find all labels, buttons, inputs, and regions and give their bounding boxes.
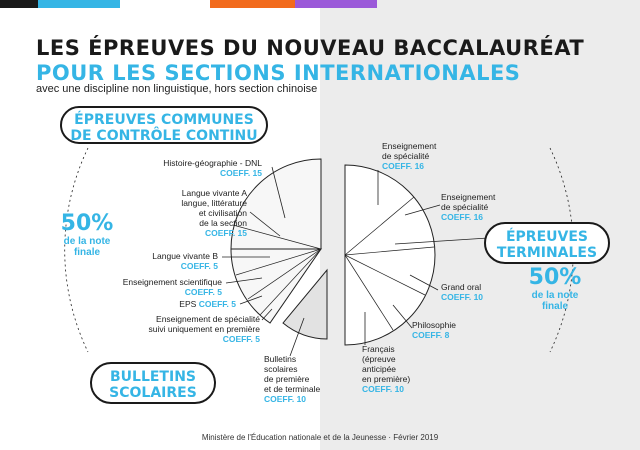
pct-right-line1: de la note [531, 290, 579, 301]
label-text: Enseignement [441, 192, 496, 202]
pill-terminales-line1: ÉPREUVES [505, 229, 589, 245]
label-text: de la section [199, 218, 247, 228]
label-text: Bulletins [264, 354, 297, 364]
label-histoire-geo: Histoire-géographie - DNL COEFF. 15 [120, 158, 262, 178]
left-divider-4 [247, 248, 322, 300]
leader-sci [225, 277, 263, 284]
pct-left-line1: de la note [63, 236, 111, 247]
right-divider-2 [344, 246, 435, 256]
left-dashed-arc [64, 147, 89, 353]
label-text: et de terminale [264, 384, 321, 394]
pill-cc-line1: ÉPREUVES COMMUNES [74, 112, 254, 128]
top-bar-purple [295, 0, 377, 8]
right-divider-4 [344, 254, 394, 331]
label-langue-vivante-a: Langue vivante A langue, littérature et … [120, 188, 247, 238]
pct-right-line2: finale [541, 301, 569, 312]
coef-badge: COEFF. 15 [219, 168, 262, 178]
label-text: Enseignement [382, 141, 437, 151]
footer-credit: Ministère de l'Éducation nationale et de… [201, 433, 439, 442]
subtitle: avec une discipline non linguistique, ho… [36, 83, 318, 95]
label-langue-vivante-b: Langue vivante B COEFF. 5 [100, 251, 218, 271]
leader-eps [239, 295, 263, 305]
label-text: de spécialité [382, 151, 430, 161]
coef-badge: COEFF. 5 [222, 334, 260, 344]
coef-badge: COEFF. 10 [264, 394, 307, 404]
pill-cc-line2: DE CONTRÔLE CONTINU [70, 128, 258, 144]
leader-histoire [271, 166, 286, 219]
pct-left: 50% de la note finale [48, 211, 126, 259]
coef-badge: COEFF. 16 [382, 161, 425, 171]
label-specialite-premiere: Enseignement de spécialité suivi uniquem… [120, 314, 260, 344]
label-francais: Français (épreuve anticipée en première)… [362, 344, 442, 394]
leader-spe-premiere [261, 308, 273, 321]
title-line-2: POUR LES SECTIONS INTERNATIONALES [36, 61, 521, 85]
label-text: Grand oral [441, 282, 482, 292]
left-divider-1 [232, 224, 322, 250]
leader-philo [392, 304, 413, 329]
right-semicircle [344, 164, 436, 346]
pill-controle-continu: ÉPREUVES COMMUNES DE CONTRÔLE CONTINU [60, 106, 268, 144]
pill-bulletins-line2: SCOLAIRES [109, 385, 197, 401]
coef-badge: COEFF. 10 [441, 292, 484, 302]
left-lower-wedge [230, 248, 322, 324]
left-divider-3 [235, 248, 322, 276]
label-text: en première) [362, 374, 411, 384]
label-text: et civilisation [198, 208, 247, 218]
right-divider-1 [344, 196, 415, 256]
label-text: Histoire-géographie - DNL [163, 158, 262, 168]
leader-spe-2 [404, 204, 441, 216]
label-text: Langue vivante A [181, 188, 247, 198]
leader-grand-oral [409, 274, 439, 291]
label-bulletins-scolaires: Bulletins scolaires de première et de te… [264, 354, 354, 404]
pct-left-value: 50% [60, 211, 114, 236]
label-text: scolaires [264, 364, 298, 374]
label-text: Enseignement de spécialité [156, 314, 260, 324]
leader-terminales [394, 237, 489, 245]
label-specialite-1: Enseignement de spécialité COEFF. 16 [382, 141, 472, 171]
label-text: suivi uniquement en première [148, 324, 260, 334]
label-eps: EPS COEFF. 5 [150, 299, 236, 309]
pill-bulletins-line1: BULLETINS [109, 369, 196, 385]
bulletins-slice [282, 268, 328, 340]
label-text: de première [264, 374, 310, 384]
pct-right-value: 50% [528, 265, 582, 290]
coef-badge: COEFF. 16 [441, 212, 484, 222]
label-text: Langue vivante B [152, 251, 218, 261]
left-divider-5 [259, 248, 322, 316]
label-specialite-2: Enseignement de spécialité COEFF. 16 [441, 192, 531, 222]
left-semicircle [230, 158, 322, 250]
coef-badge: COEFF. 10 [362, 384, 405, 394]
pct-left-line2: finale [73, 247, 101, 258]
top-bar-dark [0, 0, 38, 8]
label-philosophie: Philosophie COEFF. 8 [412, 320, 482, 340]
coef-badge: COEFF. 5 [180, 261, 218, 271]
label-text: de spécialité [441, 202, 489, 212]
pill-bulletins: BULLETINS SCOLAIRES [90, 362, 216, 404]
pill-terminales: ÉPREUVES TERMINALES [484, 222, 610, 264]
label-text: Philosophie [412, 320, 456, 330]
leader-lva [249, 211, 281, 237]
coef-badge: COEFF. 5 [198, 299, 236, 309]
label-enseignement-scientifique: Enseignement scientifique COEFF. 5 [100, 277, 222, 297]
pct-right: 50% de la note finale [516, 265, 594, 313]
label-text: (épreuve [362, 354, 396, 364]
label-text: langue, littérature [181, 198, 247, 208]
pill-terminales-line2: TERMINALES [496, 245, 598, 261]
leader-bulletins [289, 317, 305, 357]
label-text: anticipée [362, 364, 397, 374]
top-bar-blue [38, 0, 120, 8]
top-bar-orange [210, 0, 295, 8]
label-text: EPS [179, 299, 197, 309]
label-text: Enseignement scientifique [122, 277, 222, 287]
label-text: Français [362, 344, 395, 354]
coef-badge: COEFF. 15 [204, 228, 247, 238]
title-line-1: LES ÉPREUVES DU NOUVEAU BACCALAURÉAT [36, 36, 585, 60]
label-grand-oral: Grand oral COEFF. 10 [441, 282, 511, 302]
coef-badge: COEFF. 8 [412, 330, 450, 340]
coef-badge: COEFF. 5 [184, 287, 222, 297]
right-divider-3 [344, 254, 426, 296]
